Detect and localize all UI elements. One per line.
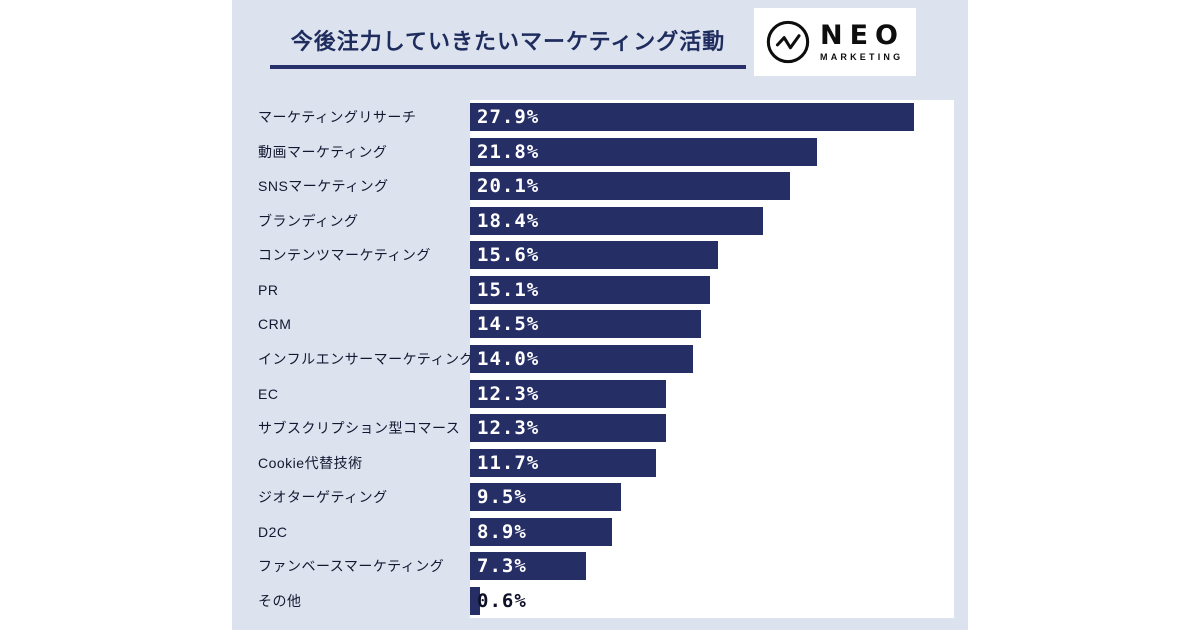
pulse-circle-icon	[765, 19, 811, 65]
category-label: ファンベースマーケティング	[258, 558, 445, 575]
chart-row: サブスクリプション型コマース 12.3%	[232, 411, 954, 446]
bar-track: 15.1%	[470, 275, 954, 304]
bar-track: 14.0%	[470, 344, 954, 373]
value-label: 0.6%	[477, 589, 527, 612]
neo-marketing-logo: NEO MARKETING	[754, 8, 916, 76]
chart-row: PR 15.1%	[232, 273, 954, 308]
chart-row: ブランディング 18.4%	[232, 204, 954, 239]
value-label: 7.3%	[477, 555, 527, 578]
chart-row: EC 12.3%	[232, 376, 954, 411]
chart-row: 動画マーケティング 21.8%	[232, 135, 954, 170]
category-label: SNSマーケティング	[258, 178, 389, 195]
bar	[470, 483, 622, 512]
bar-track: 8.9%	[470, 517, 954, 546]
bar-track: 21.8%	[470, 137, 954, 166]
value-label: 21.8%	[477, 140, 540, 163]
category-label: その他	[258, 592, 302, 609]
value-label: 8.9%	[477, 520, 527, 543]
bar	[470, 414, 666, 443]
bar-track: 18.4%	[470, 206, 954, 235]
bar-track: 7.3%	[470, 552, 954, 581]
title-block: 今後注力していきたいマーケティング活動	[270, 24, 746, 69]
chart-row: マーケティングリサーチ 27.9%	[232, 100, 954, 135]
category-label: ジオターゲティング	[258, 489, 388, 506]
value-label: 15.6%	[477, 244, 540, 267]
bar	[470, 310, 701, 339]
category-label: 動画マーケティング	[258, 143, 388, 160]
chart-row: SNSマーケティング 20.1%	[232, 169, 954, 204]
chart-row: その他 0.6%	[232, 583, 954, 618]
category-label: サブスクリプション型コマース	[258, 420, 461, 437]
chart-row: CRM 14.5%	[232, 307, 954, 342]
category-label: インフルエンサーマーケティング	[258, 350, 474, 367]
logo-subtitle: MARKETING	[820, 52, 904, 62]
category-label: マーケティングリサーチ	[258, 109, 417, 126]
bar	[470, 275, 711, 304]
bar-track: 9.5%	[470, 483, 954, 512]
value-label: 18.4%	[477, 209, 540, 232]
chart-row: コンテンツマーケティング 15.6%	[232, 238, 954, 273]
bar-track: 20.1%	[470, 172, 954, 201]
bar-track: 12.3%	[470, 414, 954, 443]
bar-track: 15.6%	[470, 241, 954, 270]
category-label: ブランディング	[258, 212, 359, 229]
bar-chart: マーケティングリサーチ 27.9% 動画マーケティング 21.8% SNSマーケ…	[232, 100, 954, 618]
bar	[470, 241, 719, 270]
category-label: PR	[258, 281, 279, 298]
bar-track: 12.3%	[470, 379, 954, 408]
logo-text: NEO MARKETING	[820, 22, 905, 62]
value-label: 12.3%	[477, 417, 540, 440]
bar	[470, 586, 480, 615]
value-label: 12.3%	[477, 382, 540, 405]
category-label: コンテンツマーケティング	[258, 247, 431, 264]
category-label: Cookie代替技術	[258, 454, 363, 471]
bar-track: 0.6%	[470, 586, 954, 615]
logo-name: NEO	[820, 20, 905, 51]
bar	[470, 172, 790, 201]
value-label: 14.5%	[477, 313, 540, 336]
value-label: 9.5%	[477, 486, 527, 509]
value-label: 11.7%	[477, 451, 540, 474]
bar-track: 27.9%	[470, 103, 954, 132]
bar-track: 11.7%	[470, 448, 954, 477]
bar	[470, 103, 915, 132]
infographic-panel: 今後注力していきたいマーケティング活動 NEO MARKETING マーケティン…	[232, 0, 968, 630]
category-label: D2C	[258, 523, 288, 540]
value-label: 20.1%	[477, 175, 540, 198]
category-label: EC	[258, 385, 279, 402]
value-label: 15.1%	[477, 278, 540, 301]
bar	[470, 379, 666, 408]
chart-row: D2C 8.9%	[232, 514, 954, 549]
bar	[470, 344, 693, 373]
category-label: CRM	[258, 316, 292, 333]
bar	[470, 137, 818, 166]
bar	[470, 206, 763, 235]
value-label: 14.0%	[477, 347, 540, 370]
bar	[470, 552, 587, 581]
bar-track: 14.5%	[470, 310, 954, 339]
chart-rows: マーケティングリサーチ 27.9% 動画マーケティング 21.8% SNSマーケ…	[232, 100, 954, 618]
bar	[470, 448, 657, 477]
page-title: 今後注力していきたいマーケティング活動	[290, 29, 726, 54]
value-label: 27.9%	[477, 106, 540, 129]
chart-row: インフルエンサーマーケティング 14.0%	[232, 342, 954, 377]
chart-row: Cookie代替技術 11.7%	[232, 445, 954, 480]
bar	[470, 517, 612, 546]
chart-row: ジオターゲティング 9.5%	[232, 480, 954, 515]
chart-row: ファンベースマーケティング 7.3%	[232, 549, 954, 584]
